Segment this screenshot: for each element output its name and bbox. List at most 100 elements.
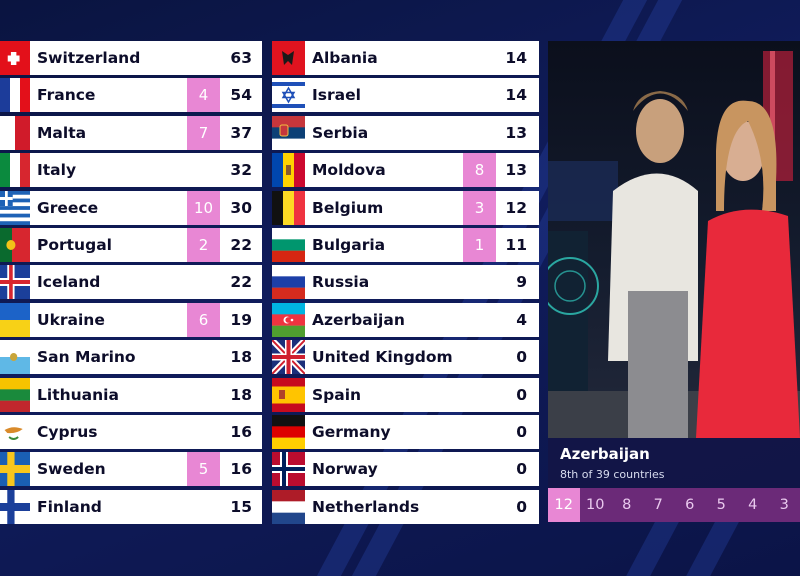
points-to-give-bar: 12 10 8 7 6 5 4 3 — [548, 488, 800, 522]
points-received-badge: 5 — [187, 452, 220, 487]
total-score: 0 — [516, 348, 527, 367]
scoreboard-row: Belgium 3 12 — [272, 190, 539, 225]
scoreboard-row: San Marino 18 — [0, 340, 262, 375]
country-name: Switzerland — [37, 49, 141, 67]
points-received-badge: 4 — [187, 78, 220, 113]
scoreboard-left-column: Switzerland 63 France 4 54 Malta 7 37 Italy 32 Gre… — [0, 41, 262, 527]
netherlands-flag-icon — [272, 489, 305, 524]
total-score: 32 — [230, 161, 252, 180]
azerbaijan-flag-icon — [272, 302, 305, 337]
belgium-flag-icon — [272, 190, 305, 225]
germany-flag-icon — [272, 414, 305, 449]
scoreboard-row: Russia 9 — [272, 265, 539, 300]
scoreboard-row: Azerbaijan 4 — [272, 302, 539, 337]
points-received-badge: 8 — [463, 153, 496, 188]
total-score: 16 — [230, 422, 252, 441]
points-received-badge: 2 — [187, 227, 220, 262]
spokesperson-info-panel: Azerbaijan 8th of 39 countries — [548, 438, 800, 488]
total-score: 63 — [230, 49, 252, 67]
albania-flag-icon — [272, 41, 305, 75]
points-to-give-item: 8 — [622, 497, 632, 513]
country-name: Norway — [312, 460, 378, 479]
video-scene — [548, 51, 800, 438]
ukraine-flag-icon — [0, 302, 30, 337]
background-stripe — [624, 520, 680, 576]
total-score: 15 — [230, 497, 252, 516]
country-name: Germany — [312, 422, 391, 441]
points-to-give-item: 12 — [548, 488, 580, 522]
points-to-give-item: 5 — [716, 497, 726, 513]
total-score: 13 — [505, 123, 527, 142]
scoreboard-row: Israel 14 — [272, 78, 539, 113]
scoreboard-row: Ukraine 6 19 — [0, 302, 262, 337]
points-to-give-item: 7 — [653, 497, 663, 513]
united-kingdom-flag-icon — [272, 340, 305, 375]
country-name: Portugal — [37, 235, 112, 254]
points-to-give-item: 6 — [685, 497, 695, 513]
country-name: Russia — [312, 273, 370, 292]
spokesperson-rank: 8th of 39 countries — [560, 468, 665, 481]
spokesperson-country: Azerbaijan — [560, 445, 650, 463]
scoreboard-row: Cyprus 16 — [0, 414, 262, 449]
country-name: Azerbaijan — [312, 310, 405, 329]
scoreboard-row: France 4 54 — [0, 78, 262, 113]
scoreboard-row: Moldova 8 13 — [272, 153, 539, 188]
scoreboard-row: Italy 32 — [0, 153, 262, 188]
country-name: Serbia — [312, 123, 369, 142]
russia-flag-icon — [272, 265, 305, 300]
total-score: 12 — [505, 198, 527, 217]
total-score: 54 — [230, 86, 252, 105]
country-name: Lithuania — [37, 385, 119, 404]
greece-flag-icon — [0, 190, 30, 225]
total-score: 22 — [230, 273, 252, 292]
spokesperson-video — [548, 41, 800, 438]
scoreboard-row: Portugal 2 22 — [0, 227, 262, 262]
country-name: Malta — [37, 123, 87, 142]
country-name: Italy — [37, 161, 77, 180]
scoreboard-row: Germany 0 — [272, 414, 539, 449]
switzerland-flag-icon — [0, 41, 30, 75]
scoreboard-right-column: Albania 14 Israel 14 Serbia 13 Moldova 8 13 Belgi… — [272, 41, 539, 527]
country-name: Albania — [312, 49, 378, 67]
scoreboard-row: Netherlands 0 — [272, 489, 539, 524]
san-marino-flag-icon — [0, 340, 30, 375]
total-score: 18 — [230, 385, 252, 404]
total-score: 0 — [516, 497, 527, 516]
cyprus-flag-icon — [0, 414, 30, 449]
scoreboard-row: Greece 10 30 — [0, 190, 262, 225]
scoreboard-row: Sweden 5 16 — [0, 452, 262, 487]
portugal-flag-icon — [0, 227, 30, 262]
scoreboard-row: Serbia 13 — [272, 115, 539, 150]
scoreboard-row: Spain 0 — [272, 377, 539, 412]
total-score: 16 — [230, 460, 252, 479]
moldova-flag-icon — [272, 153, 305, 188]
total-score: 0 — [516, 460, 527, 479]
total-score: 4 — [516, 310, 527, 329]
italy-flag-icon — [0, 153, 30, 188]
france-flag-icon — [0, 78, 30, 113]
total-score: 13 — [505, 161, 527, 180]
country-name: France — [37, 86, 96, 105]
malta-flag-icon — [0, 115, 30, 150]
spain-flag-icon — [272, 377, 305, 412]
country-name: Iceland — [37, 273, 101, 292]
sweden-flag-icon — [0, 452, 30, 487]
scoreboard-row: Finland 15 — [0, 489, 262, 524]
points-to-give-item: 4 — [748, 497, 758, 513]
country-name: Cyprus — [37, 422, 98, 441]
total-score: 37 — [230, 123, 252, 142]
country-name: Moldova — [312, 161, 386, 180]
total-score: 0 — [516, 422, 527, 441]
country-name: Sweden — [37, 460, 106, 479]
background-stripe — [684, 520, 740, 576]
total-score: 14 — [505, 86, 527, 105]
points-to-give-item: 3 — [779, 497, 789, 513]
total-score: 22 — [230, 235, 252, 254]
lithuania-flag-icon — [0, 377, 30, 412]
country-name: Israel — [312, 86, 361, 105]
total-score: 11 — [505, 235, 527, 254]
country-name: Greece — [37, 198, 99, 217]
bulgaria-flag-icon — [272, 227, 305, 262]
country-name: Belgium — [312, 198, 384, 217]
scoreboard-row: Switzerland 63 — [0, 41, 262, 75]
